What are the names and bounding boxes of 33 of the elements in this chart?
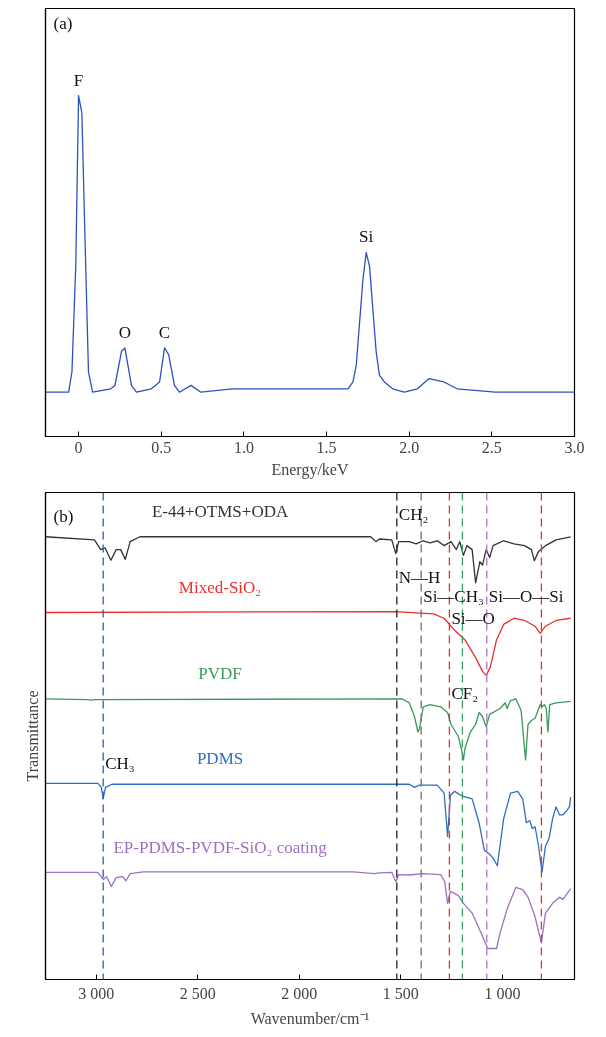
series-label: PVDF	[198, 664, 242, 684]
annotation: CF₂	[451, 684, 479, 704]
annotation: F	[73, 70, 84, 90]
annotation: Si—O	[451, 608, 495, 628]
x-tick-label: 1 500	[382, 984, 419, 1002]
x-tick-label: 1.0	[233, 438, 254, 456]
annotation: Si—CH₃	[423, 587, 484, 607]
text: (b)	[53, 506, 74, 526]
y-axis-title: Transmittance	[23, 690, 41, 782]
x-tick-label: 2.0	[399, 438, 420, 456]
x-tick-label: 2.5	[481, 438, 502, 456]
x-tick-label: 1.5	[316, 438, 337, 456]
series-label: Mixed-SiO₂	[178, 577, 262, 597]
x-axis-title: Energy/keV	[271, 460, 349, 479]
text: (a)	[53, 13, 73, 33]
annotation: C	[158, 322, 171, 342]
series-label: EP-PDMS-PVDF-SiO₂ coating	[113, 837, 328, 857]
annotation: O	[118, 322, 131, 342]
x-tick-label: 0	[74, 438, 83, 456]
x-tick-label: 3.0	[564, 438, 585, 456]
annotation: CH₃	[105, 754, 135, 774]
x-tick-label: 2 500	[179, 984, 216, 1002]
annotation: Si	[359, 227, 374, 247]
annotation: Si—O—Si	[488, 587, 564, 607]
x-tick-label: 1 000	[484, 984, 521, 1002]
series-label: E-44+OTMS+ODA	[151, 502, 289, 522]
annotation: N—H	[398, 567, 441, 587]
series-label: PDMS	[196, 748, 244, 768]
x-tick-label: 0.5	[151, 438, 172, 456]
x-axis-title: Wavenumber/cm⁻¹	[250, 1009, 370, 1027]
x-tick-label: 2 000	[281, 984, 318, 1002]
annotation: CH₂	[398, 505, 429, 525]
x-tick-label: 3 000	[78, 984, 115, 1002]
